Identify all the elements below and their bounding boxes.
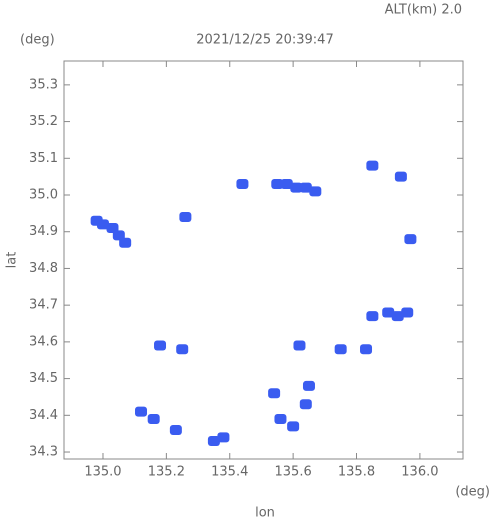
- y-tick-label: 34.9: [29, 224, 58, 239]
- x-tick-label: 135.6: [275, 465, 312, 480]
- chart-title: 2021/12/25 20:39:47: [196, 33, 333, 48]
- y-tick-label: 35.1: [29, 151, 58, 166]
- radar-echo: [309, 186, 322, 197]
- plot-frame: [63, 60, 464, 460]
- radar-echo: [135, 406, 148, 417]
- x-tick-label: 136.0: [401, 465, 438, 480]
- radar-echo: [394, 171, 407, 182]
- radar-echo: [207, 436, 220, 447]
- x-unit: (deg): [455, 485, 490, 500]
- radar-echo: [217, 432, 230, 443]
- radar-echo: [391, 311, 404, 322]
- y-axis-label: lat: [5, 252, 20, 269]
- radar-echo: [287, 421, 300, 432]
- x-tick-label: 135.0: [84, 465, 121, 480]
- y-tick-label: 34.3: [29, 445, 58, 460]
- x-tick-label: 135.2: [148, 465, 185, 480]
- radar-echo: [268, 388, 281, 399]
- x-tick-label: 135.8: [338, 465, 375, 480]
- altitude-label: ALT(km) 2.0: [385, 3, 462, 18]
- radar-echo: [169, 424, 182, 435]
- radar-echo: [179, 212, 192, 223]
- y-tick-label: 34.8: [29, 261, 58, 276]
- radar-echo: [271, 178, 284, 189]
- radar-echo: [96, 219, 109, 230]
- x-tick-label: 135.4: [211, 465, 248, 480]
- radar-echo: [302, 380, 315, 391]
- y-tick-label: 35.3: [29, 77, 58, 92]
- radar-echo: [119, 237, 132, 248]
- y-tick-label: 34.6: [29, 334, 58, 349]
- y-tick-label: 35.2: [29, 114, 58, 129]
- radar-echo: [366, 311, 379, 322]
- radar-echo: [236, 178, 249, 189]
- radar-echo: [280, 178, 293, 189]
- radar-echo: [293, 340, 306, 351]
- x-axis-label: lon: [255, 506, 275, 521]
- radar-echo: [154, 340, 167, 351]
- radar-echo: [360, 344, 373, 355]
- radar-echo: [334, 344, 347, 355]
- y-tick-label: 34.5: [29, 371, 58, 386]
- y-unit: (deg): [20, 33, 55, 48]
- radar-echo: [274, 413, 287, 424]
- y-tick-label: 34.4: [29, 408, 58, 423]
- radar-echo: [147, 413, 160, 424]
- radar-echo: [299, 182, 312, 193]
- radar-echo: [176, 344, 189, 355]
- radar-echo: [401, 307, 414, 318]
- radar-echo: [299, 399, 312, 410]
- radar-echo: [290, 182, 303, 193]
- y-tick-label: 35.0: [29, 188, 58, 203]
- radar-echo: [382, 307, 395, 318]
- y-tick-label: 34.7: [29, 298, 58, 313]
- radar-echo: [366, 160, 379, 171]
- radar-echo: [404, 234, 417, 245]
